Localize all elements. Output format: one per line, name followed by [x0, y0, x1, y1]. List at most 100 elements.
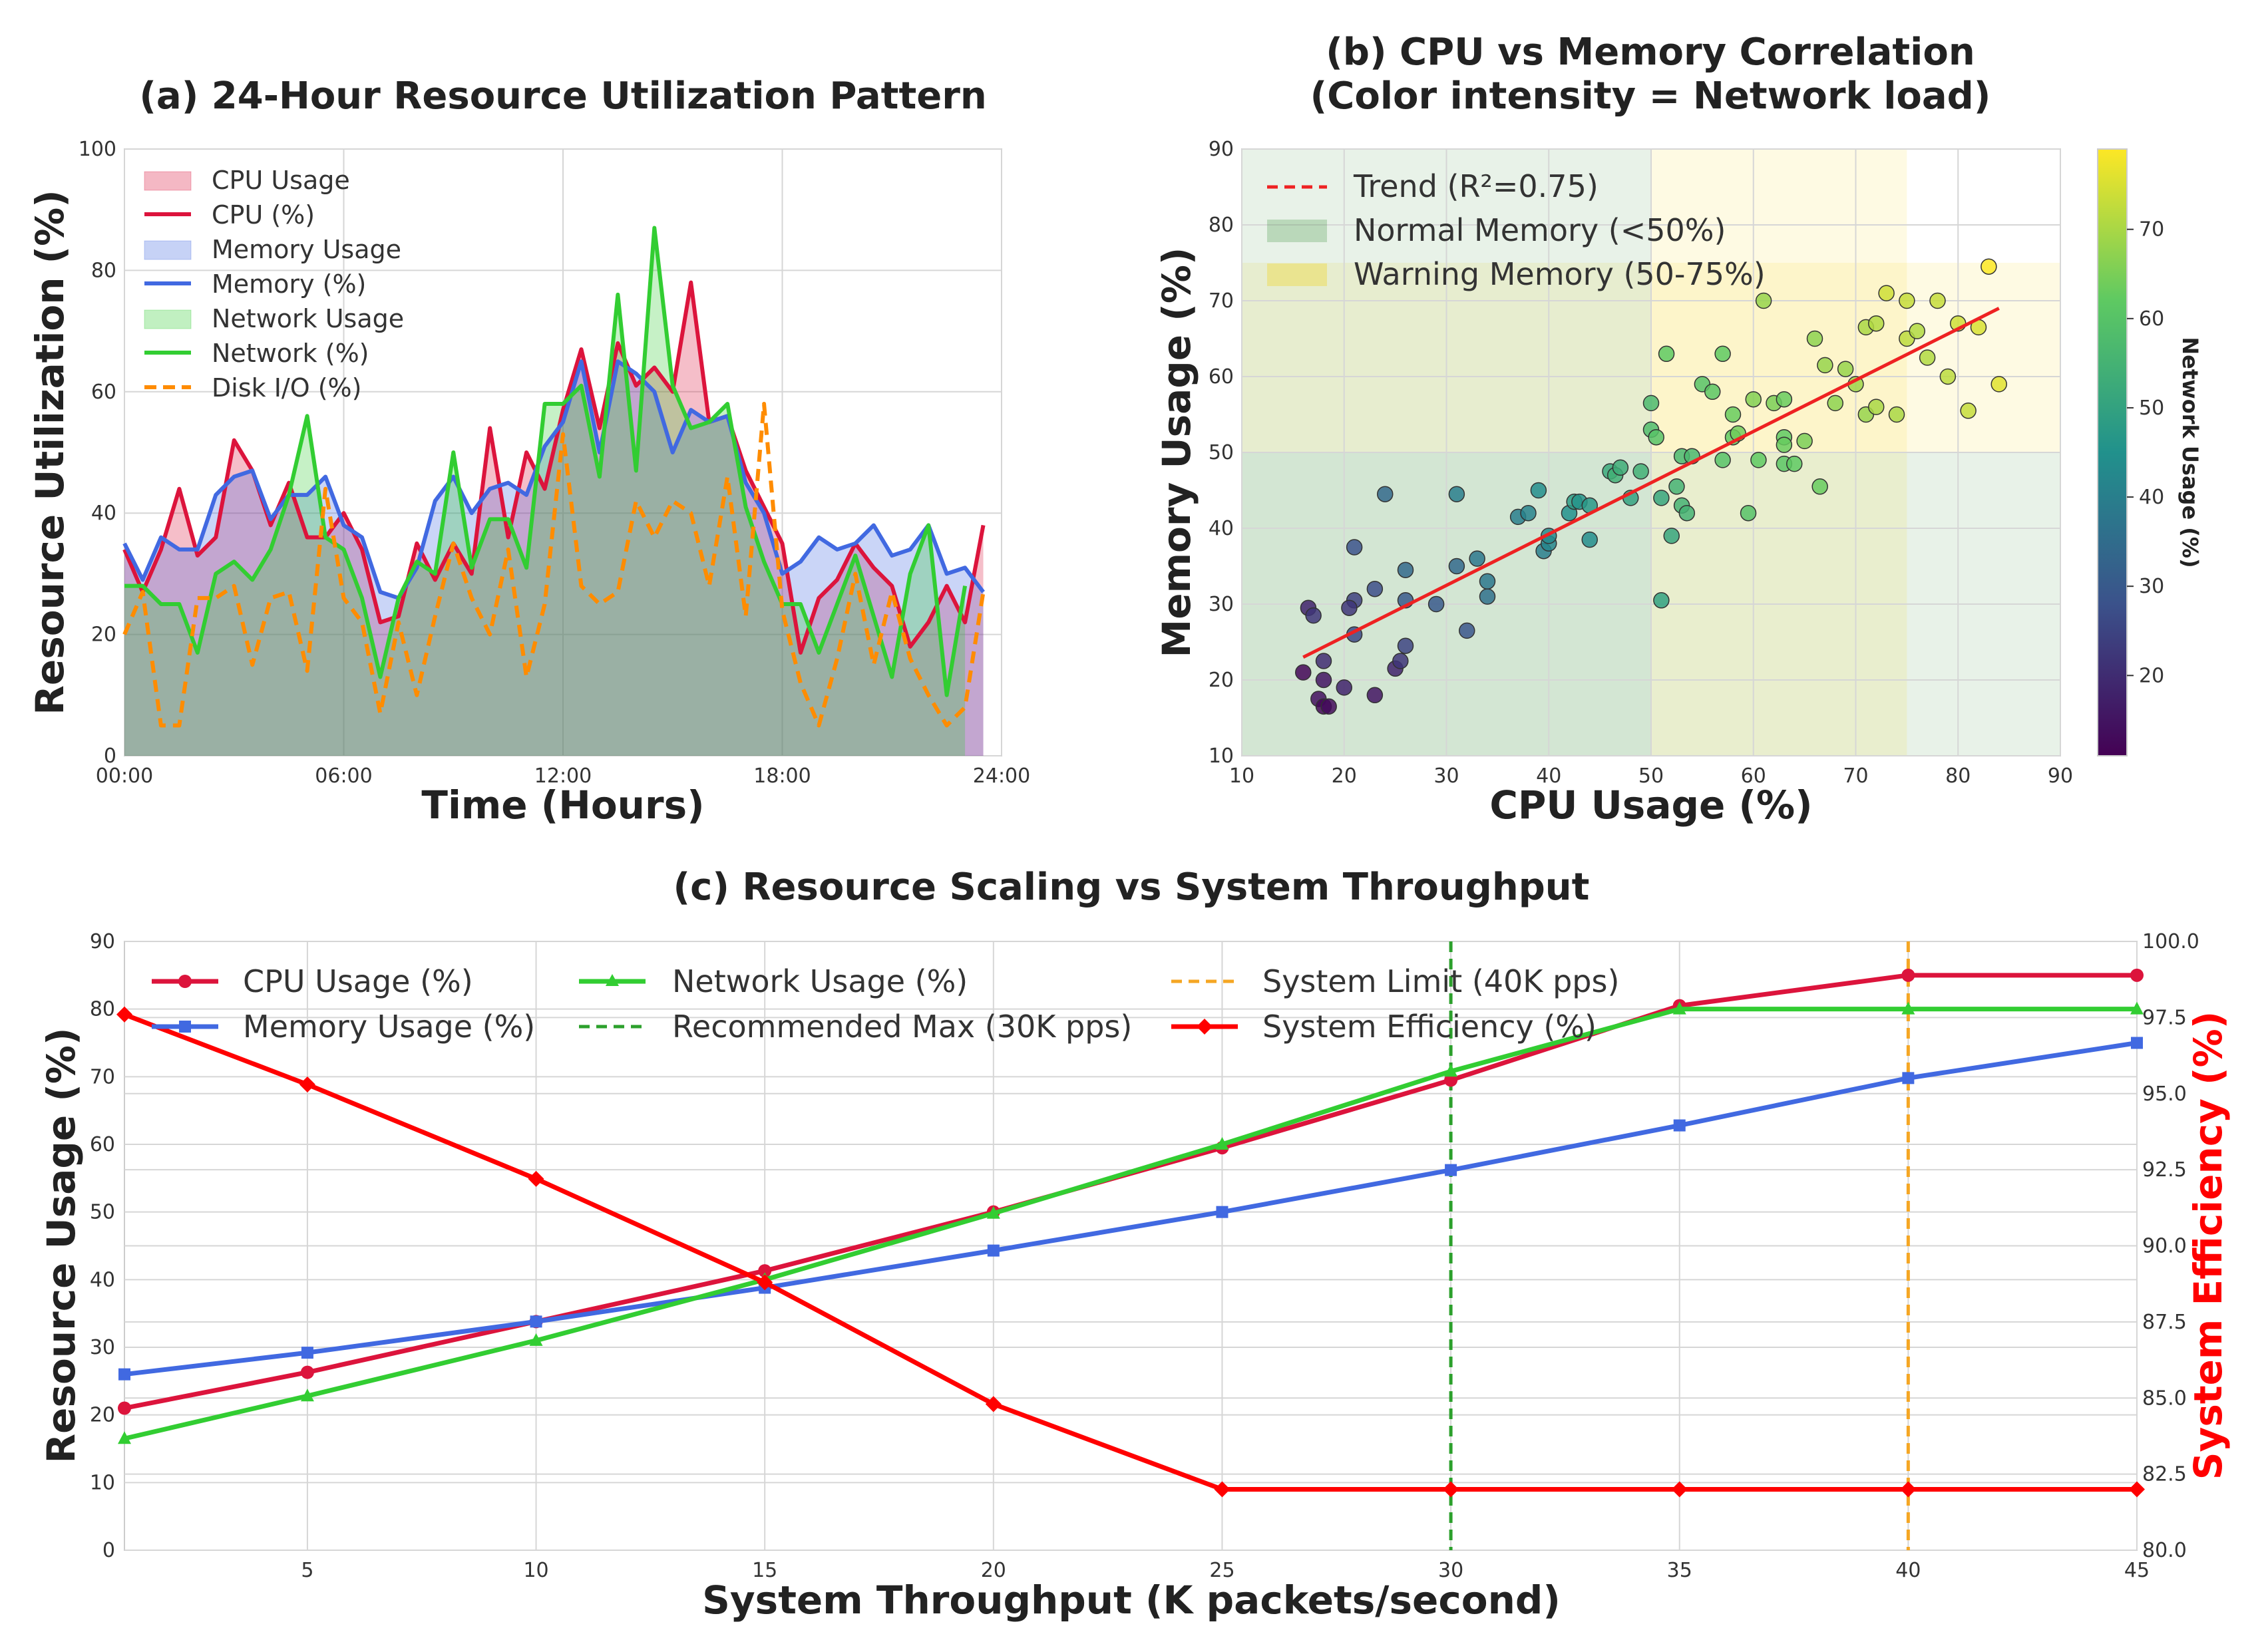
series-line-network-: [124, 226, 968, 697]
legend-c-label: Memory Usage (%): [243, 1009, 535, 1045]
chart-b-xtick-label: 80: [1945, 764, 1971, 788]
scatter-point: [1459, 622, 1475, 639]
chart-c-series: [116, 968, 2145, 1498]
scatter-point: [1315, 653, 1332, 669]
chart-c-xtick-label: 30: [1438, 1559, 1463, 1582]
marker-network-usage-: [986, 1206, 1000, 1219]
colorbar-tick-label: 20: [2139, 664, 2164, 687]
scatter-point: [1929, 292, 1946, 309]
chart-a-xtick-label: 24:00: [973, 764, 1030, 788]
scatter-point: [1448, 486, 1465, 502]
series-line-system-efficiency-: [123, 1012, 2137, 1492]
scatter-point: [1448, 558, 1465, 575]
area-network-usage: [124, 228, 966, 756]
scatter-point: [1776, 391, 1793, 408]
scatter-point: [1658, 345, 1675, 363]
chart-b-xtick-label: 60: [1741, 764, 1766, 788]
scatter-point: [1612, 459, 1629, 476]
legend-a-label: Network Usage: [212, 304, 404, 333]
chart-c-ytick-label: 20: [90, 1404, 115, 1427]
scatter-point: [1305, 607, 1322, 624]
chart-b-legend: Trend (R²=0.75) Normal Memory (<50%) War…: [1267, 168, 1766, 292]
chart-b-points: [1295, 258, 2007, 715]
chart-c-xtick-label: 5: [301, 1559, 313, 1582]
legend-a-memory-usage-swatch: [144, 240, 192, 260]
marker-memory-usage-: [1673, 1119, 1686, 1132]
chart-b-xtick-label: 70: [1843, 764, 1868, 788]
scatter-point: [1320, 698, 1337, 715]
legend-c-label: Recommended Max (30K pps): [672, 1009, 1132, 1045]
marker-memory-usage-: [1445, 1164, 1457, 1176]
scatter-point: [1786, 455, 1803, 472]
chart-c-ytick-label: 50: [90, 1201, 115, 1224]
chart-b-xtick-label: 20: [1332, 764, 1357, 788]
chart-b-xlabel: CPU Usage (%): [1489, 782, 1812, 828]
scatter-point: [1427, 595, 1445, 613]
chart-c-y2tick-label: 87.5: [2142, 1311, 2187, 1334]
scatter-point: [1668, 478, 1685, 495]
marker-memory-usage-: [301, 1347, 313, 1359]
chart-c-ytick-label: 60: [90, 1133, 115, 1156]
legend-b-label: Warning Memory (50-75%): [1354, 256, 1766, 292]
scatter-point: [1724, 406, 1742, 423]
marker-memory-usage-: [2131, 1037, 2143, 1049]
colorbar-tick-label: 70: [2139, 218, 2164, 242]
chart-b-ylabel: Memory Usage (%): [1154, 248, 1199, 658]
scatter-point: [1776, 436, 1793, 453]
scatter-point: [1878, 285, 1895, 301]
legend-a-label: Disk I/O (%): [212, 373, 361, 403]
chart-b-ytick-label: 70: [1209, 289, 1234, 313]
marker-network-usage-: [529, 1333, 543, 1346]
legend-a-label: CPU Usage: [212, 166, 350, 195]
scatter-point: [1653, 490, 1670, 506]
chart-c-xtick-label: 45: [2124, 1559, 2150, 1582]
scatter-point: [1377, 486, 1394, 502]
marker-cpu-usage-: [1901, 968, 1915, 982]
marker-network-usage-: [1901, 1001, 1915, 1015]
legend-a-network-usage-swatch: [144, 309, 192, 329]
scatter-point: [1479, 573, 1496, 590]
chart-c-xlabel: System Throughput (K packets/second): [702, 1577, 1561, 1623]
marker-cpu-usage-: [300, 1365, 314, 1379]
legend-c-memory-marker: [179, 1021, 191, 1033]
chart-c-ytick-label: 30: [90, 1336, 115, 1359]
colorbar-tick-label: 40: [2139, 486, 2164, 509]
chart-c-y2tick-label: 82.5: [2142, 1463, 2187, 1486]
series-line-disk-i-o-: [122, 402, 986, 728]
legend-c-label: System Efficiency (%): [1262, 1009, 1597, 1045]
scatter-point: [1632, 463, 1649, 480]
chart-b-xtick-label: 40: [1536, 764, 1561, 788]
scatter-point: [1899, 292, 1915, 309]
scatter-point: [1827, 395, 1843, 412]
chart-c-y2tick-label: 100.0: [2142, 930, 2199, 953]
chart-a-ytick-label: 20: [91, 623, 116, 647]
marker-memory-usage-: [987, 1244, 1000, 1257]
scatter-point: [1909, 323, 1925, 339]
legend-c-label: CPU Usage (%): [243, 963, 473, 999]
scatter-point: [1469, 550, 1485, 567]
chart-c-ytick-label: 40: [90, 1268, 115, 1291]
chart-c-xtick-label: 40: [1895, 1559, 1921, 1582]
scatter-point: [1336, 679, 1352, 696]
colorbar-ticks: 20 30 40 50 60 70: [2127, 218, 2164, 687]
colorbar-label: Network Usage (%): [2177, 337, 2203, 568]
chart-c-ytick-label: 70: [90, 1065, 115, 1088]
chart-c-title: (c) Resource Scaling vs System Throughpu…: [673, 866, 1590, 909]
chart-b-xtick-label: 30: [1433, 764, 1459, 788]
legend-a-label: Memory Usage: [212, 235, 401, 264]
marker-cpu-usage-: [1444, 1073, 1458, 1087]
chart-c-ytick-label: 0: [102, 1539, 115, 1562]
marker-system-efficiency-: [2129, 1481, 2145, 1498]
marker-network-usage-: [300, 1389, 314, 1402]
chart-a-gridlines: [124, 148, 1002, 756]
chart-c-ylabel: Resource Usage (%): [39, 1027, 84, 1463]
chart-b-ytick-label: 30: [1209, 593, 1234, 616]
panel-c: (c) Resource Scaling vs System Throughpu…: [39, 866, 2231, 1623]
series-line-network-usage-: [124, 1007, 2137, 1441]
legend-c-label: System Limit (40K pps): [1262, 963, 1619, 999]
scatter-point: [1642, 395, 1660, 412]
chart-b-xtick-label: 10: [1229, 764, 1254, 788]
chart-a-xtick-label: 12:00: [534, 764, 592, 788]
chart-a-ytick-label: 100: [79, 138, 116, 161]
chart-b-subtitle: (Color intensity = Network load): [1310, 75, 1991, 118]
